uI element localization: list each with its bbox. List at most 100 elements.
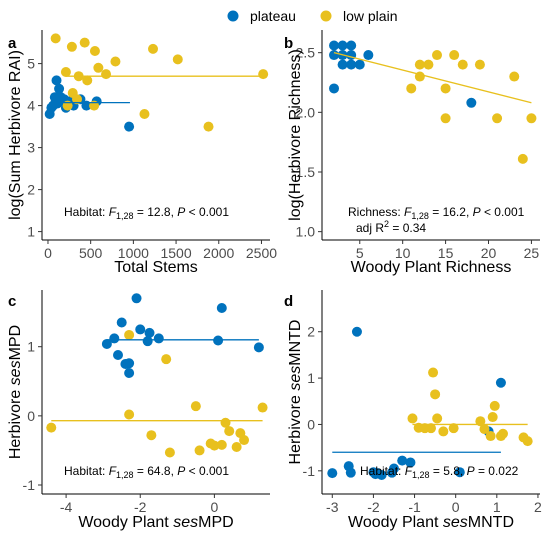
data-point [509, 71, 520, 82]
data-point [153, 333, 164, 344]
x-tick-label: 0 [210, 499, 218, 515]
y-tick-label: -1 [23, 477, 36, 493]
data-point [203, 121, 214, 132]
data-point [216, 439, 227, 450]
data-point [110, 56, 121, 67]
y-tick-label: 3 [27, 140, 35, 156]
panel-a: a 0 500 1000 1500 2000 2500 1 2 3 4 5 Total Stems log… [7, 30, 277, 276]
fit-line-combined [333, 52, 532, 104]
data-point [428, 367, 439, 378]
data-point [135, 324, 146, 335]
data-point [231, 441, 242, 452]
data-point [397, 455, 408, 466]
y-tick-label: 2 [27, 182, 35, 198]
x-axis-title: Woody Plant sesMPD [78, 514, 233, 531]
legend-marker-low-plain [320, 10, 332, 22]
stat-annotation: Habitat: F1,28 = 5.8, P = 0.022 [360, 464, 519, 480]
x-tick-label: 1000 [118, 245, 149, 261]
x-tick-label: -1 [408, 499, 421, 515]
data-point [337, 40, 348, 51]
data-point [430, 389, 441, 400]
x-tick-label: 2000 [203, 245, 234, 261]
x-tick-label: 10 [395, 245, 411, 261]
series-low-plain [407, 367, 533, 447]
data-point [46, 422, 57, 433]
data-point [54, 83, 65, 94]
data-point [253, 342, 264, 353]
data-point [239, 435, 250, 446]
data-point [475, 416, 486, 427]
x-tick-label: 5 [356, 245, 364, 261]
y-axis-title: log(Herbivore Richness) [287, 49, 304, 221]
data-point [489, 400, 500, 411]
data-point [485, 431, 496, 442]
data-point [60, 67, 71, 77]
series-plateau [327, 326, 506, 480]
data-point [474, 59, 485, 70]
data-point [82, 75, 93, 86]
data-point [454, 467, 465, 478]
data-point [329, 50, 340, 61]
data-point [258, 69, 269, 80]
data-point [257, 402, 268, 413]
data-point [124, 409, 135, 420]
data-point [487, 412, 498, 423]
data-point [101, 69, 112, 80]
y-axis-title: log(Sum Herbivore RAI) [7, 50, 24, 220]
data-point [497, 428, 508, 439]
data-point [124, 329, 135, 340]
data-point [209, 440, 220, 451]
y-axis-title: Herbivore sesMNTD [287, 320, 304, 465]
data-point [405, 457, 416, 468]
x-tick-label: 2 [534, 499, 542, 515]
data-point [144, 327, 155, 338]
panel-c: c -4 -2 0 -1 0 1 Woody Plant sesMPD Herbivore se… [7, 290, 270, 531]
data-point [479, 424, 490, 435]
data-point [346, 59, 357, 70]
data-point [164, 447, 175, 458]
x-tick-label: 20 [481, 245, 497, 261]
data-point [440, 113, 451, 124]
data-point [66, 41, 77, 52]
y-tick-label: 1.0 [296, 224, 316, 240]
data-point [466, 97, 477, 108]
data-point [388, 463, 399, 474]
x-tick-label: -2 [367, 499, 380, 515]
data-point [213, 335, 224, 346]
y-tick-label: 1 [307, 370, 315, 386]
panel-b: b 5 10 15 20 25 1.0 1.5 2.0 2.5 Woody Plant Richne… [284, 30, 540, 276]
x-axis-title: Woody Plant sesMNTD [348, 514, 514, 531]
data-point [432, 50, 443, 61]
x-axis-title: Total Stems [114, 259, 198, 276]
x-tick-label: 2500 [246, 245, 277, 261]
data-point [172, 54, 183, 65]
data-point [327, 468, 338, 479]
y-tick-label: 0 [307, 416, 315, 432]
data-point [79, 37, 90, 48]
x-tick-label: -3 [326, 499, 339, 515]
data-point [363, 50, 374, 61]
data-point [448, 423, 459, 434]
y-tick-label: 1 [27, 339, 35, 355]
data-point [124, 121, 135, 132]
data-point [148, 43, 159, 54]
data-point [407, 413, 418, 424]
legend-label-plateau: plateau [250, 8, 296, 24]
data-point [51, 75, 62, 86]
stat-annotation: Habitat: F1,28 = 12.8, P < 0.001 [64, 205, 229, 221]
panel-letter: b [284, 35, 293, 52]
x-tick-label: 15 [438, 245, 454, 261]
data-point [432, 413, 443, 424]
x-tick-label: 500 [79, 245, 103, 261]
data-point [346, 40, 357, 51]
data-point [190, 401, 201, 412]
panel-letter: d [284, 293, 293, 310]
series-low-plain [50, 33, 269, 132]
stat-annotation: Habitat: F1,28 = 64.8, P < 0.001 [64, 464, 229, 480]
data-point [440, 83, 451, 94]
y-tick-label: 2 [307, 324, 315, 340]
data-point [414, 59, 425, 70]
y-tick-label: 1.5 [296, 164, 316, 180]
